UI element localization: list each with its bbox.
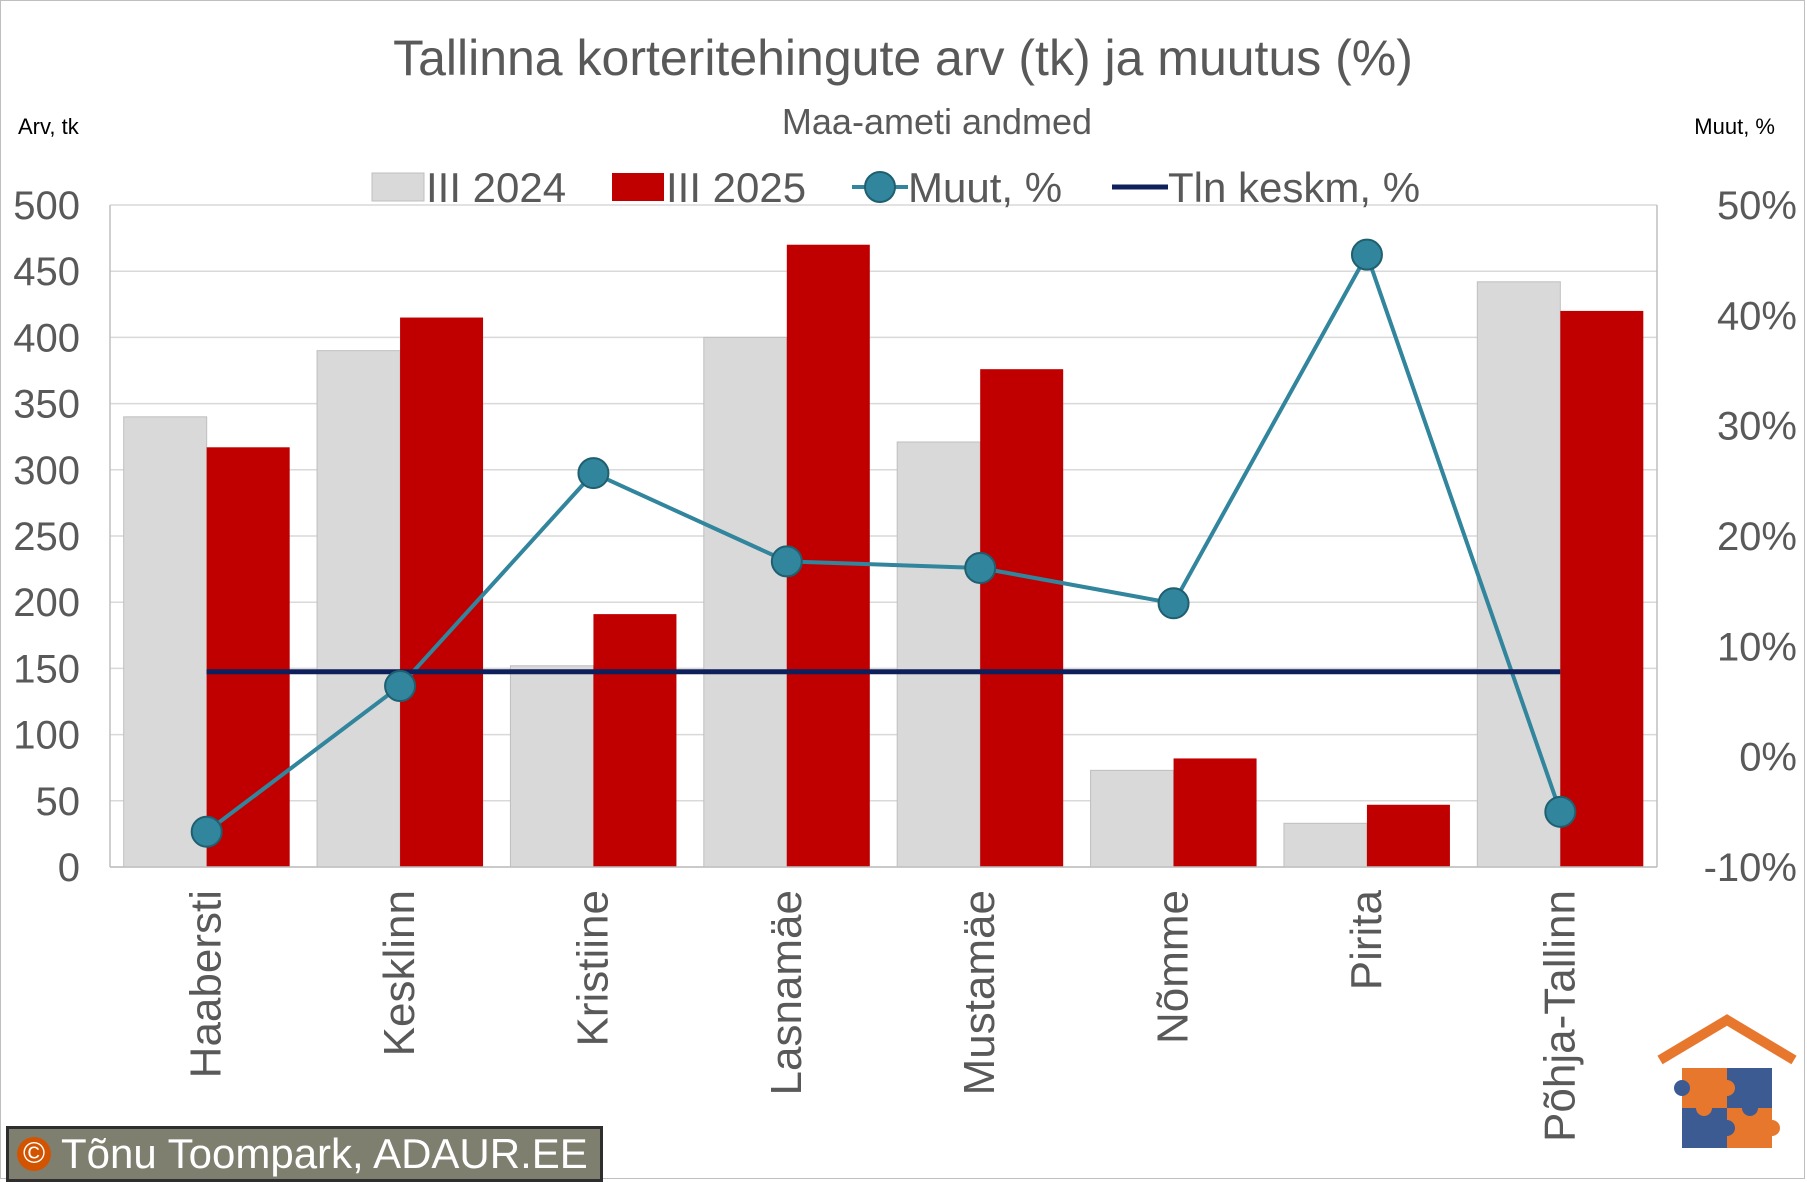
y-tick-label: 50 (36, 780, 81, 824)
bar-III-2025 (1173, 758, 1257, 867)
x-tick-label: Põhja-Tallinn (1535, 890, 1584, 1142)
x-tick-label: Kristiine (568, 890, 617, 1047)
lines (190, 238, 1577, 848)
bar-III-2024 (123, 416, 208, 868)
chart-subtitle: Maa-ameti andmed (782, 101, 1092, 142)
bars (123, 244, 1644, 868)
bar-III-2025 (1366, 804, 1450, 867)
y-tick-label: 100 (13, 714, 80, 758)
y-tick-label: 400 (13, 316, 80, 360)
y2-tick-label: 0% (1739, 736, 1797, 780)
y-tick-label: 150 (13, 647, 80, 691)
copyright-text: Tõnu Toompark, ADAUR.EE (61, 1130, 588, 1177)
x-tick-label: Pirita (1342, 889, 1391, 990)
bar-III-2025 (593, 614, 677, 867)
change-point (770, 545, 803, 578)
x-tick-label: Mustamäe (955, 890, 1004, 1095)
y-tick-label: 0 (58, 846, 80, 890)
legend-label: III 2024 (426, 164, 566, 211)
legend-swatch (371, 172, 425, 202)
bar-III-2025 (1560, 310, 1644, 867)
axes: 0 50 100 150 200 250 300 350 400 450 500 -10% 0% 10% 2… (13, 184, 1797, 1142)
copyright-badge: © Tõnu Toompark, ADAUR.EE (6, 1126, 603, 1182)
y-tick-label: 450 (13, 250, 80, 294)
bar-III-2025 (980, 369, 1064, 867)
bar-III-2024 (1090, 769, 1175, 868)
legend-label: Muut, % (908, 164, 1062, 211)
change-point (1157, 587, 1190, 620)
bar-III-2024 (316, 350, 401, 868)
change-point (1350, 238, 1383, 271)
y2-tick-label: 20% (1717, 515, 1797, 559)
y2-axis-label: Muut, % (1694, 114, 1775, 139)
change-point (964, 551, 997, 584)
legend-swatch (612, 173, 664, 201)
y-tick-label: 200 (13, 581, 80, 625)
bar-III-2024 (1283, 822, 1368, 868)
legend-label: III 2025 (666, 164, 806, 211)
x-tick-label: Nõmme (1149, 890, 1198, 1044)
change-point (384, 670, 417, 703)
y2-tick-label: 10% (1717, 625, 1797, 669)
change-point (1544, 795, 1577, 828)
change-point (577, 457, 610, 490)
legend-label: Tln keskm, % (1168, 164, 1420, 211)
y2-tick-label: 50% (1717, 184, 1797, 228)
y-tick-label: 250 (13, 515, 80, 559)
y2-tick-label: -10% (1704, 846, 1797, 890)
y-tick-label: 350 (13, 383, 80, 427)
legend-marker (864, 171, 896, 203)
change-point (190, 815, 223, 848)
bar-III-2024 (703, 336, 788, 868)
y-tick-label: 300 (13, 449, 80, 493)
house-puzzle-logo-icon (1657, 1014, 1797, 1148)
copyright-icon: © (17, 1137, 51, 1171)
bar-III-2024 (509, 665, 594, 868)
change-line (205, 249, 1563, 834)
chart-title: Tallinna korteritehingute arv (tk) ja mu… (393, 30, 1413, 86)
x-tick-label: Kesklinn (375, 890, 424, 1056)
y2-tick-label: 30% (1717, 405, 1797, 449)
legend: III 2024 III 2025 Muut, % Tln keskm, % (371, 164, 1420, 211)
y-tick-label: 500 (13, 184, 80, 228)
bar-III-2024 (896, 441, 981, 868)
x-tick-label: Lasnamäe (762, 890, 811, 1095)
bar-III-2025 (400, 317, 484, 867)
y-axis-label: Arv, tk (18, 114, 80, 139)
y2-tick-label: 40% (1717, 294, 1797, 338)
bar-III-2025 (206, 447, 290, 867)
x-tick-label: Haabersti (182, 890, 231, 1078)
